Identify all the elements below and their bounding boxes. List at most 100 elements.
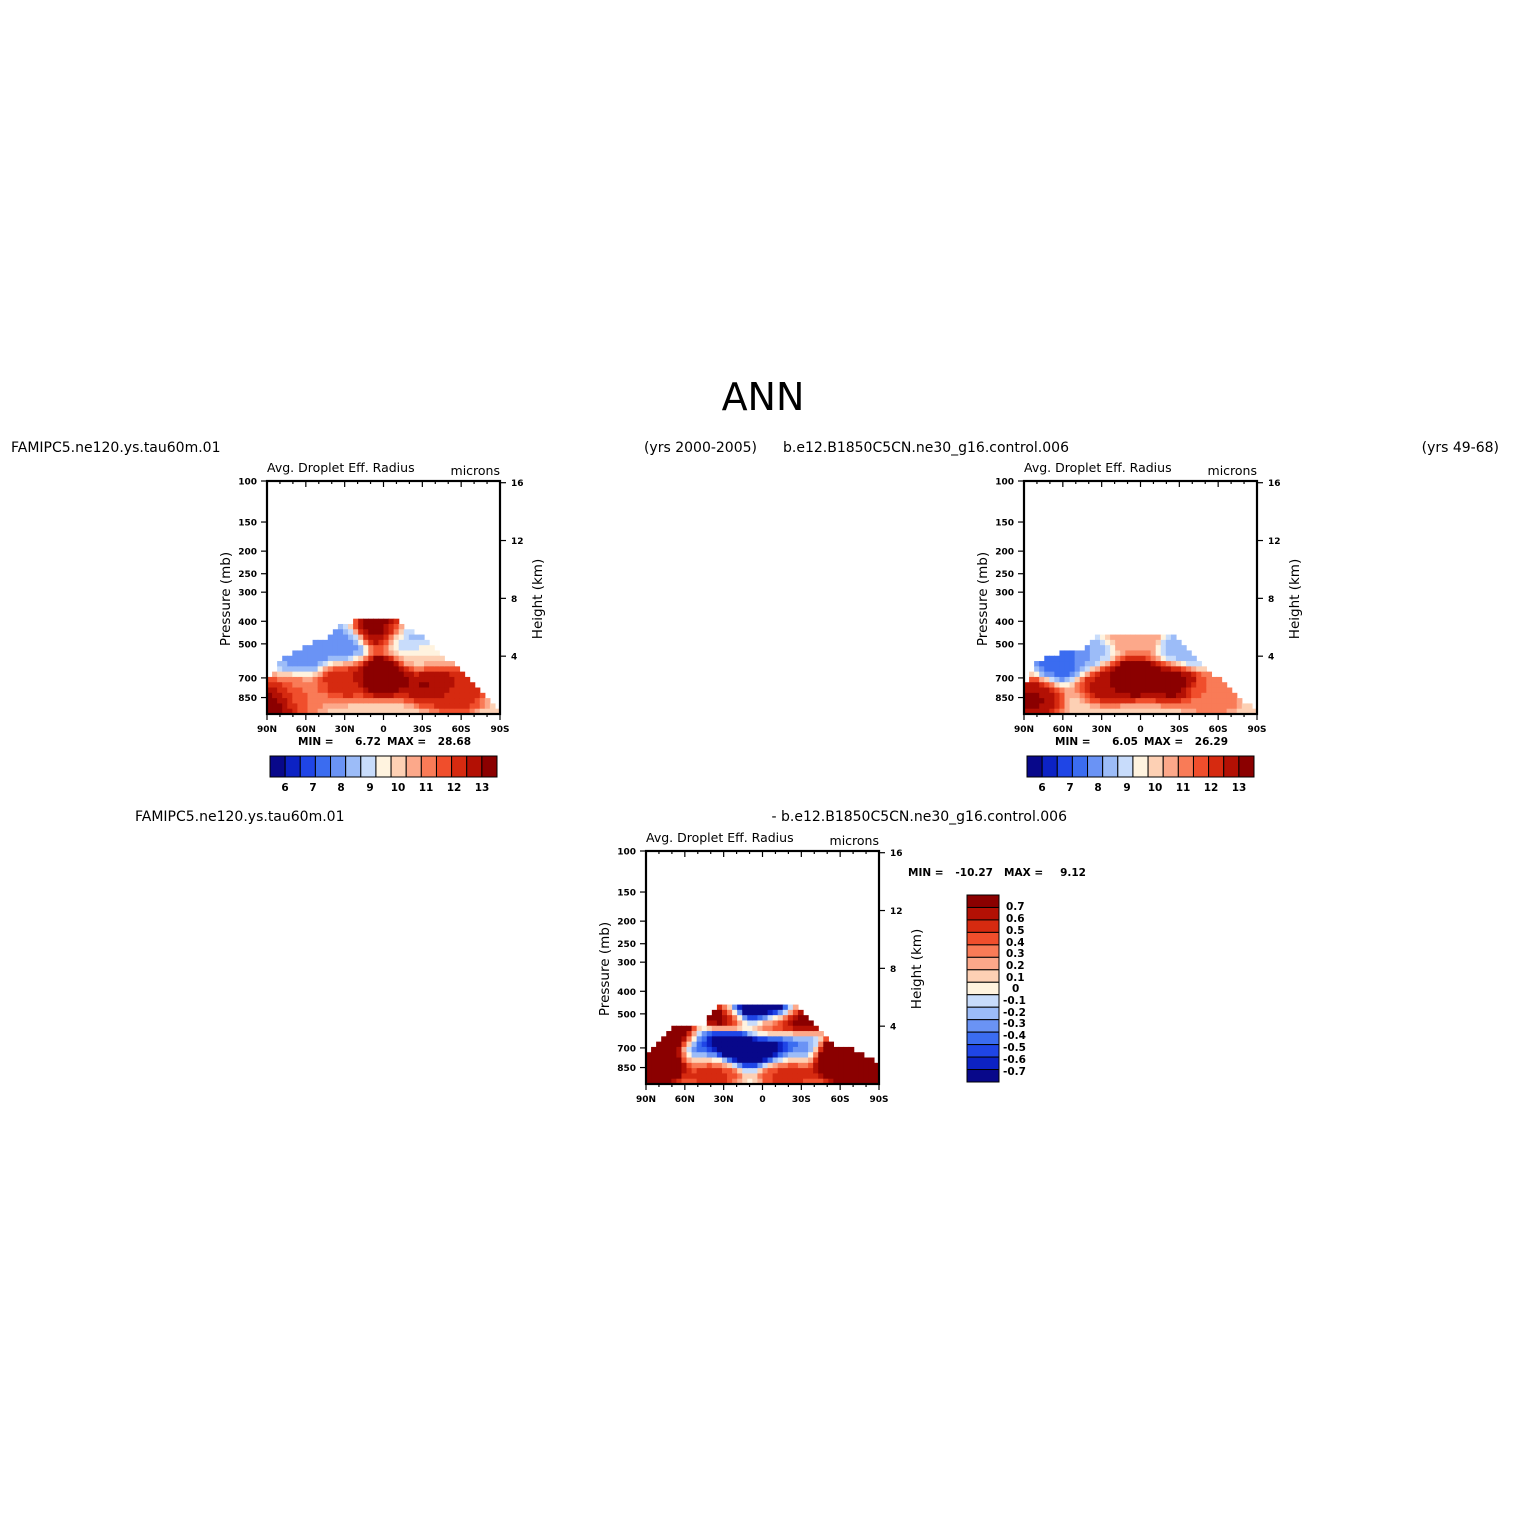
contour-cell	[1130, 682, 1137, 689]
contour-cell	[732, 1057, 738, 1064]
contour-cell	[782, 1078, 789, 1084]
contour-cell	[651, 1073, 657, 1080]
contour-cell	[358, 618, 364, 625]
contour-cell	[818, 1031, 824, 1037]
contour-cell	[742, 1073, 748, 1080]
contour-cell	[1105, 692, 1111, 699]
contour-cell	[701, 1073, 708, 1080]
contour-cell	[797, 1052, 804, 1059]
contour-cell	[348, 671, 354, 678]
contour-cell	[1089, 671, 1096, 678]
contour-cell	[1140, 645, 1147, 652]
contour-cell	[787, 1025, 794, 1032]
x-tick-label: 90N	[257, 725, 277, 735]
y-axis-title: Pressure (mb)	[975, 552, 991, 646]
contour-cell	[282, 682, 288, 689]
contour-cell	[464, 687, 471, 694]
contour-cell	[277, 692, 283, 699]
contour-cell	[337, 676, 344, 683]
contour-cell	[1099, 703, 1106, 710]
contour-cell	[1165, 687, 1172, 694]
x-tick-label: 60N	[296, 725, 316, 735]
contour-cell	[701, 1025, 708, 1032]
contour-cell	[1206, 687, 1213, 694]
contour-cell	[767, 1041, 774, 1048]
contour-cell	[1054, 655, 1061, 662]
contour-cell	[737, 1025, 743, 1032]
contour-cell	[1135, 634, 1142, 641]
contour-cell	[1165, 692, 1172, 699]
contour-cell	[727, 1036, 733, 1043]
contour-cell	[1069, 703, 1076, 710]
contour-cell	[1175, 682, 1182, 689]
contour-cell	[1170, 650, 1177, 657]
contour-cell	[1201, 671, 1207, 678]
contour-cell	[332, 666, 339, 673]
contour-cell	[363, 676, 369, 683]
contour-cell	[398, 666, 405, 673]
contour-cell	[1110, 671, 1116, 678]
contour-cell	[792, 1020, 799, 1027]
contour-cell	[803, 1078, 809, 1084]
contour-cell	[424, 698, 430, 705]
contour-cell	[762, 1015, 769, 1022]
contour-cell	[1125, 692, 1131, 699]
contour-cell	[413, 666, 420, 673]
contour-cell	[1175, 666, 1182, 673]
contour-cell	[363, 661, 369, 667]
panel-3-case-a-label: FAMIPC5.ne120.ys.tau60m.01	[135, 809, 344, 825]
contour-cell	[383, 655, 390, 662]
contour-cell	[353, 703, 359, 710]
y2-tick-label: 4	[1268, 653, 1274, 663]
contour-cell	[752, 1031, 759, 1037]
contour-cell	[434, 671, 440, 678]
contour-cell	[661, 1073, 667, 1080]
contour-cell	[479, 708, 486, 714]
contour-cell	[1064, 671, 1071, 678]
contour-cell	[721, 1057, 728, 1064]
contour-cell	[782, 1062, 789, 1069]
contour-cell	[727, 1073, 733, 1080]
contour-cell	[1099, 676, 1106, 683]
contour-cell	[823, 1041, 829, 1048]
contour-cell	[727, 1078, 733, 1084]
contour-cell	[348, 708, 354, 714]
contour-cell	[378, 687, 385, 694]
contour-cell	[1079, 666, 1086, 673]
contour-cell	[418, 666, 425, 673]
contour-cell	[1079, 682, 1086, 689]
contour-cell	[449, 703, 456, 710]
contour-cell	[1135, 682, 1142, 689]
contour-cell	[408, 703, 415, 710]
contour-cell	[1175, 676, 1182, 683]
contour-cell	[686, 1046, 693, 1053]
contour-cell	[1175, 687, 1182, 694]
contour-cell	[358, 623, 364, 630]
contour-cell	[378, 623, 385, 630]
y-tick-label: 700	[238, 674, 257, 684]
contour-cell	[297, 703, 304, 710]
contour-cell	[1186, 682, 1192, 689]
panel-1-case-label: FAMIPC5.ne120.ys.tau60m.01	[11, 440, 220, 456]
contour-cell	[808, 1036, 814, 1043]
contour-cell	[1181, 682, 1187, 689]
contour-cell	[358, 655, 364, 662]
contour-cell	[337, 629, 344, 636]
contour-cell	[711, 1068, 718, 1075]
panel-2-case-label: b.e12.B1850C5CN.ne30_g16.control.006	[783, 440, 1069, 456]
contour-cell	[1105, 676, 1111, 683]
colorbar-swatch	[466, 755, 483, 778]
panel-1: FAMIPC5.ne120.ys.tau60m.01 (yrs 2000-200…	[11, 440, 757, 794]
contour-cell	[1099, 650, 1106, 657]
contour-cell	[696, 1078, 703, 1084]
contour-cell	[1074, 655, 1081, 662]
contour-cell	[363, 650, 369, 657]
contour-cell	[797, 1068, 804, 1075]
contour-cell	[494, 708, 500, 714]
panel-3-contour-field	[646, 1004, 879, 1084]
contour-cell	[666, 1052, 672, 1059]
contour-cell	[1150, 698, 1157, 705]
cbar-label: 0.5	[1006, 925, 1025, 937]
contour-cell	[449, 676, 456, 683]
contour-cell	[403, 650, 410, 657]
